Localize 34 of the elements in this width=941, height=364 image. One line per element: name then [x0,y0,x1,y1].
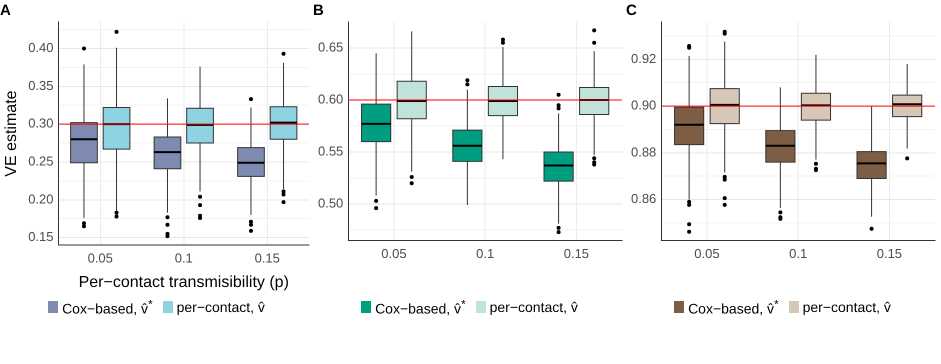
chart-title: A [0,2,11,20]
legend-label: per−contact, v̂ [490,299,578,316]
y-tick-label: 0.40 [28,40,54,56]
x-axis-title: Per−contact transmisibility (p) [78,274,289,291]
y-tick-label: 0.90 [630,98,656,113]
x-tick-label: 0.15 [254,250,280,266]
x-tick-label: 0.05 [88,250,113,266]
y-tick-label: 0.30 [28,116,54,131]
y-tick-label: 0.65 [318,40,344,55]
y-tick-label: 0.92 [630,50,656,66]
y-tick-label: 0.15 [28,229,54,244]
y-tick-label: 0.60 [318,92,344,107]
chart-title: C [626,2,637,20]
legend-label: per−contact, v̂ [176,299,265,316]
legend-label: Cox−based, v̂$^{*}$ [375,298,466,317]
y-tick-label: 0.55 [318,144,344,159]
legend-label: Cox−based, v̂$^{*}$ [688,298,779,317]
x-tick-label: 0.1 [789,246,808,261]
x-tick-label: 0.05 [381,246,407,261]
y-tick-label: 0.86 [630,191,656,206]
legend-label: per−contact, v̂ [802,299,891,316]
legend-label: Cox−based, v̂$^{*}$ [62,298,153,317]
chart-title: B [313,2,324,20]
x-tick-label: 0.15 [876,246,902,261]
x-tick-label: 0.1 [174,250,193,266]
y-tick-label: 0.20 [28,191,54,206]
x-tick-label: 0.1 [476,246,494,261]
x-tick-label: 0.15 [564,246,590,261]
y-tick-label: 0.25 [28,154,54,169]
y-axis-title: VE estimate [3,90,20,177]
y-tick-label: 0.50 [318,196,344,211]
y-tick-label: 0.35 [28,78,54,93]
x-tick-label: 0.05 [694,246,720,261]
y-tick-label: 0.88 [630,144,656,160]
